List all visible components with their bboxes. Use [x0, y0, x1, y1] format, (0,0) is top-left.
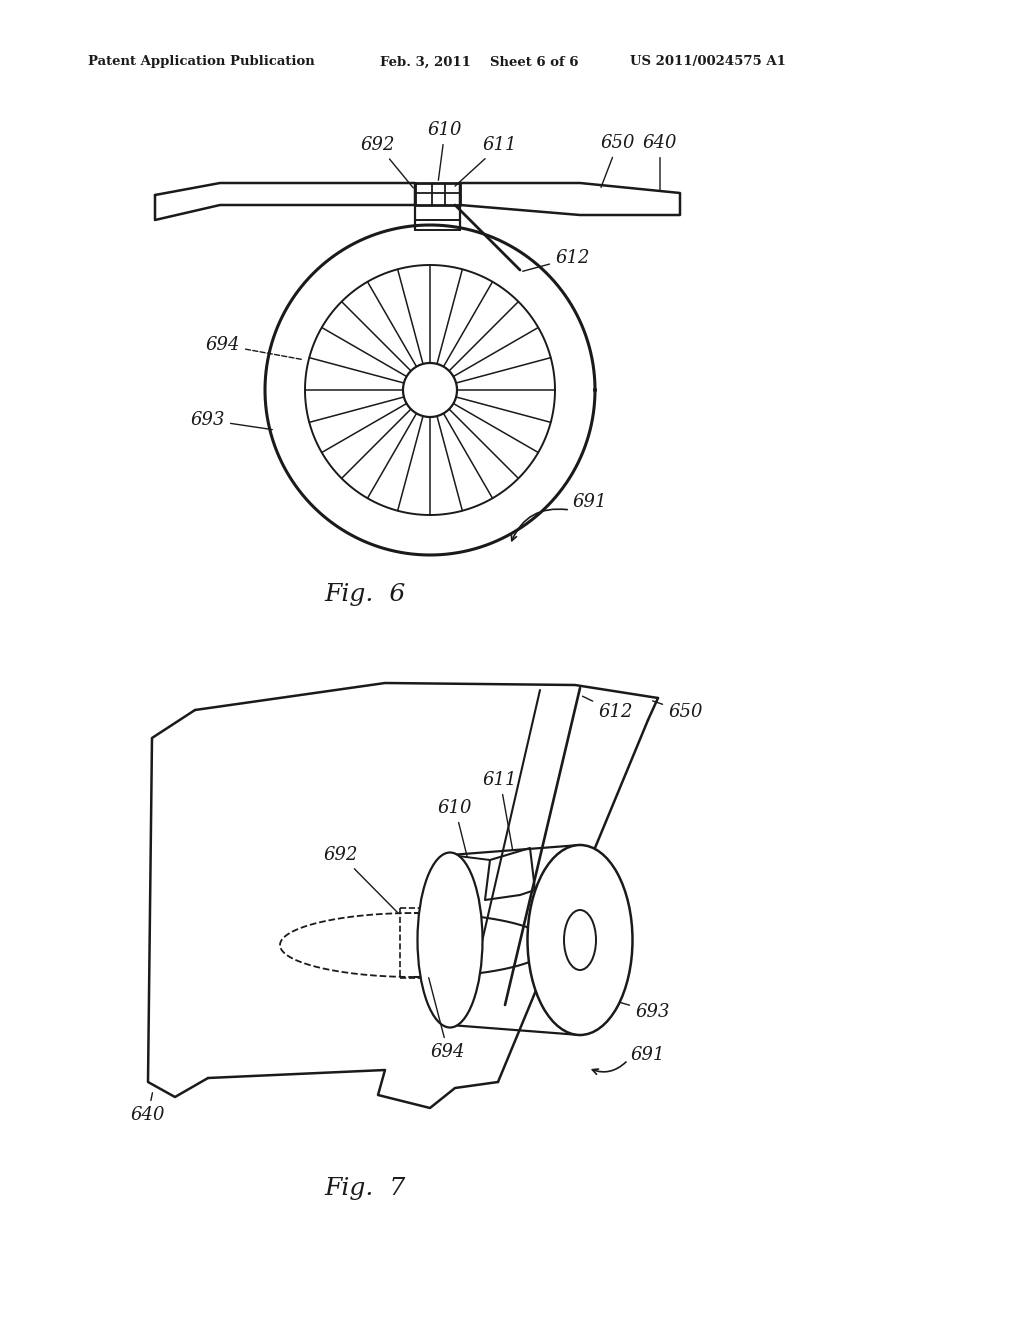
Text: 650: 650	[652, 701, 702, 721]
Text: 691: 691	[572, 492, 607, 511]
Text: Fig.  6: Fig. 6	[325, 583, 406, 606]
Text: 611: 611	[455, 136, 517, 186]
Text: Fig.  7: Fig. 7	[325, 1176, 406, 1200]
Text: 610: 610	[428, 121, 462, 181]
Text: Patent Application Publication: Patent Application Publication	[88, 55, 314, 69]
Text: 692: 692	[360, 136, 414, 187]
Text: 694: 694	[206, 337, 302, 359]
Text: 650: 650	[601, 135, 635, 187]
Text: 612: 612	[522, 249, 590, 272]
Polygon shape	[403, 363, 457, 417]
Ellipse shape	[527, 845, 633, 1035]
Text: 693: 693	[190, 411, 272, 429]
Text: 640: 640	[643, 135, 677, 190]
Ellipse shape	[418, 853, 482, 1027]
Text: 610: 610	[437, 799, 472, 857]
Text: 691: 691	[631, 1045, 666, 1064]
Text: Feb. 3, 2011: Feb. 3, 2011	[380, 55, 471, 69]
Text: 694: 694	[429, 978, 465, 1061]
Text: 612: 612	[583, 696, 633, 721]
Text: US 2011/0024575 A1: US 2011/0024575 A1	[630, 55, 785, 69]
Text: 640: 640	[131, 1093, 165, 1125]
Text: 692: 692	[324, 846, 398, 913]
Text: 693: 693	[614, 1001, 670, 1020]
Ellipse shape	[564, 909, 596, 970]
Text: 611: 611	[482, 771, 517, 849]
Text: Sheet 6 of 6: Sheet 6 of 6	[490, 55, 579, 69]
